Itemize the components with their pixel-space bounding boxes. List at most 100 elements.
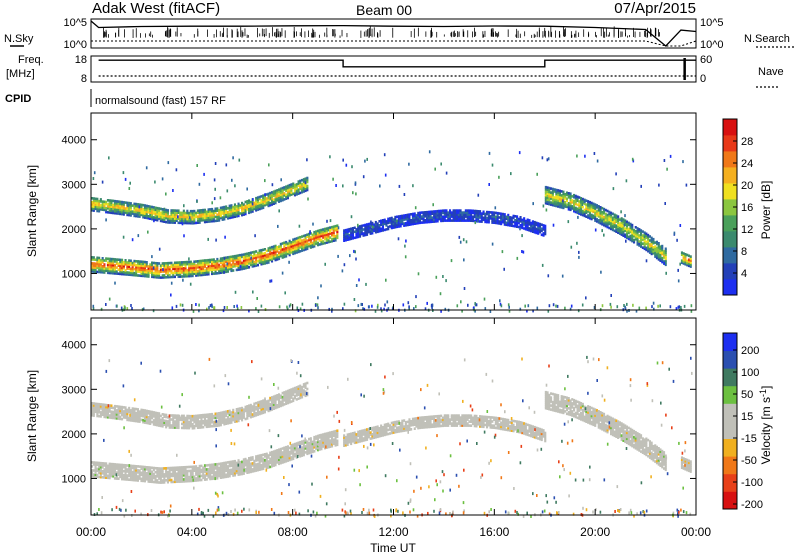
velocity-cell (126, 476, 129, 479)
power-cell (380, 221, 383, 225)
velocity-cell (173, 480, 176, 484)
velocity-cell (182, 468, 185, 471)
power-cell (200, 259, 203, 263)
velocity-cell (133, 472, 136, 476)
power-cell (115, 270, 118, 273)
power-cell (272, 192, 275, 195)
power-cell (124, 263, 127, 266)
velocity-cell (115, 411, 118, 414)
power-cell (583, 214, 586, 218)
power-clutter (260, 304, 263, 308)
power-cell (569, 204, 572, 208)
velocity-cell (214, 467, 217, 470)
velocity-cell (91, 404, 94, 407)
power-cell (659, 259, 662, 262)
power-cell (574, 194, 577, 198)
power-cell (170, 261, 173, 265)
velocity-cell (216, 471, 219, 474)
power-cell (161, 276, 164, 279)
velocity-cell (293, 454, 296, 458)
power-cell (406, 215, 409, 219)
power-cell (152, 210, 155, 213)
velocity-cell (249, 464, 252, 468)
velocity-cell (143, 415, 146, 418)
velocity-cell (216, 473, 219, 476)
power-cell (576, 197, 579, 201)
velocity-cell (203, 470, 206, 473)
velocity-cell (163, 481, 166, 484)
velocity-cell (140, 408, 143, 412)
power-cell (408, 215, 411, 218)
power-cell (625, 226, 628, 230)
power-cell (523, 219, 526, 222)
velocity-cell (189, 465, 192, 469)
power-cell (650, 246, 653, 250)
velocity-cell (91, 410, 94, 413)
power-cell (101, 204, 104, 207)
power-cell (267, 192, 270, 196)
power-cell (230, 267, 233, 271)
power-cell (650, 236, 653, 240)
power-cell (475, 219, 478, 223)
power-cell (299, 250, 302, 253)
power-cell (113, 260, 116, 263)
velocity-cell (158, 412, 161, 415)
power-cell (249, 202, 252, 206)
power-cell (567, 206, 570, 209)
power-cell (422, 219, 425, 222)
power-cell (558, 197, 561, 201)
power-cell (96, 264, 99, 268)
power-cell (235, 209, 238, 212)
power-cell (327, 234, 330, 238)
power-cell (172, 209, 175, 212)
power-cell (283, 188, 286, 191)
velocity-cell (262, 461, 265, 465)
power-cell (203, 218, 206, 222)
power-cell (158, 274, 161, 277)
power-cell (471, 219, 474, 223)
power-cell (129, 263, 132, 267)
velocity-cell (113, 412, 116, 416)
power-cell (101, 265, 104, 268)
velocity-cell (263, 453, 266, 456)
power-cell (456, 217, 459, 220)
velocity-cell (168, 468, 171, 472)
power-cell (271, 257, 274, 261)
power-cell (175, 265, 178, 268)
velocity-cell (128, 478, 131, 481)
power-cell (290, 193, 293, 196)
power-cell (239, 206, 242, 209)
velocity-cell (105, 474, 108, 477)
velocity-cell (158, 473, 161, 476)
power-cell (138, 207, 141, 210)
velocity-cell (149, 416, 152, 419)
power-cell (255, 198, 258, 202)
power-cell (505, 217, 508, 221)
power-cell (188, 264, 191, 268)
velocity-cell (108, 476, 111, 480)
power-cell (618, 232, 621, 235)
power-cell (149, 215, 152, 218)
velocity-cell (91, 465, 94, 468)
power-cell (262, 256, 265, 260)
velocity-cell (129, 474, 132, 478)
power-cell (631, 231, 634, 235)
power-cell (226, 260, 229, 263)
velocity-cell (292, 447, 295, 450)
velocity-cell (205, 468, 208, 471)
velocity-cell (101, 409, 104, 412)
power-cell (225, 207, 228, 210)
freq-lines (98, 58, 696, 80)
power-cell (244, 254, 247, 258)
velocity-cell (186, 422, 189, 426)
power-cell (550, 201, 553, 204)
power-cell (126, 201, 129, 205)
velocity-cell (108, 414, 111, 417)
velocity-cell (237, 461, 240, 464)
velocity-cell (191, 423, 194, 426)
velocity-cell (142, 410, 145, 414)
power-clutter (100, 307, 103, 311)
velocity-cell (274, 457, 277, 461)
power-cell (211, 268, 214, 272)
velocity-cell (311, 442, 314, 446)
